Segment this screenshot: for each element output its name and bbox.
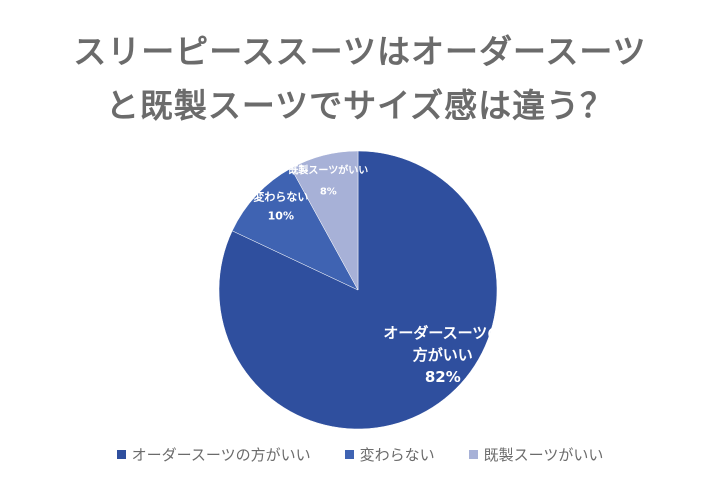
data-label-no-difference-text: 変わらない [253, 190, 308, 204]
legend-label-ready-made-suit: 既製スーツがいい [483, 446, 604, 464]
pie-slice-ready-made-suit [290, 150, 359, 291]
legend-label-no-difference: 変わらない [359, 446, 435, 464]
data-label-ready-made-suit-text: 既製スーツがいい [288, 163, 368, 176]
chart-title-line-1: スリーピーススーツはオーダースーツ [73, 32, 647, 71]
data-label-order-suit-text: オーダースーツの [383, 324, 502, 342]
chart-legend: オーダースーツの方がいい 変わらない 既製スーツがいい [0, 444, 720, 465]
legend-swatch-no-difference [344, 450, 354, 459]
pie-slice-no-difference [231, 167, 359, 291]
pie-slice-order-suit [218, 150, 498, 430]
legend-label-order-suit: オーダースーツの方がいい [131, 446, 311, 464]
data-label-order-suit: オーダースーツの方がいい 82% [383, 324, 502, 386]
data-label-order-suit-value: 82% [425, 368, 461, 386]
data-label-ready-made-suit-value: 8% [320, 186, 337, 197]
data-label-order-suit-text: 方がいい [413, 346, 473, 364]
data-label-no-difference-value: 10% [268, 210, 294, 223]
pie-slices [218, 150, 498, 430]
data-label-no-difference: 変わらない 10% [253, 190, 308, 223]
legend-item-no-difference: 変わらない [344, 444, 435, 465]
legend-swatch-order-suit [116, 450, 126, 459]
legend-swatch-ready-made-suit [468, 450, 478, 459]
chart-title-line-2: と既製スーツでサイズ感は違う？ [105, 86, 615, 125]
legend-item-order-suit: オーダースーツの方がいい [116, 444, 311, 465]
data-label-ready-made-suit: 既製スーツがいい 8% [288, 163, 368, 197]
pie-data-labels: オーダースーツの方がいい 82% 変わらない 10% 既製スーツがいい 8% [253, 163, 502, 386]
legend-item-ready-made-suit: 既製スーツがいい [468, 444, 604, 465]
